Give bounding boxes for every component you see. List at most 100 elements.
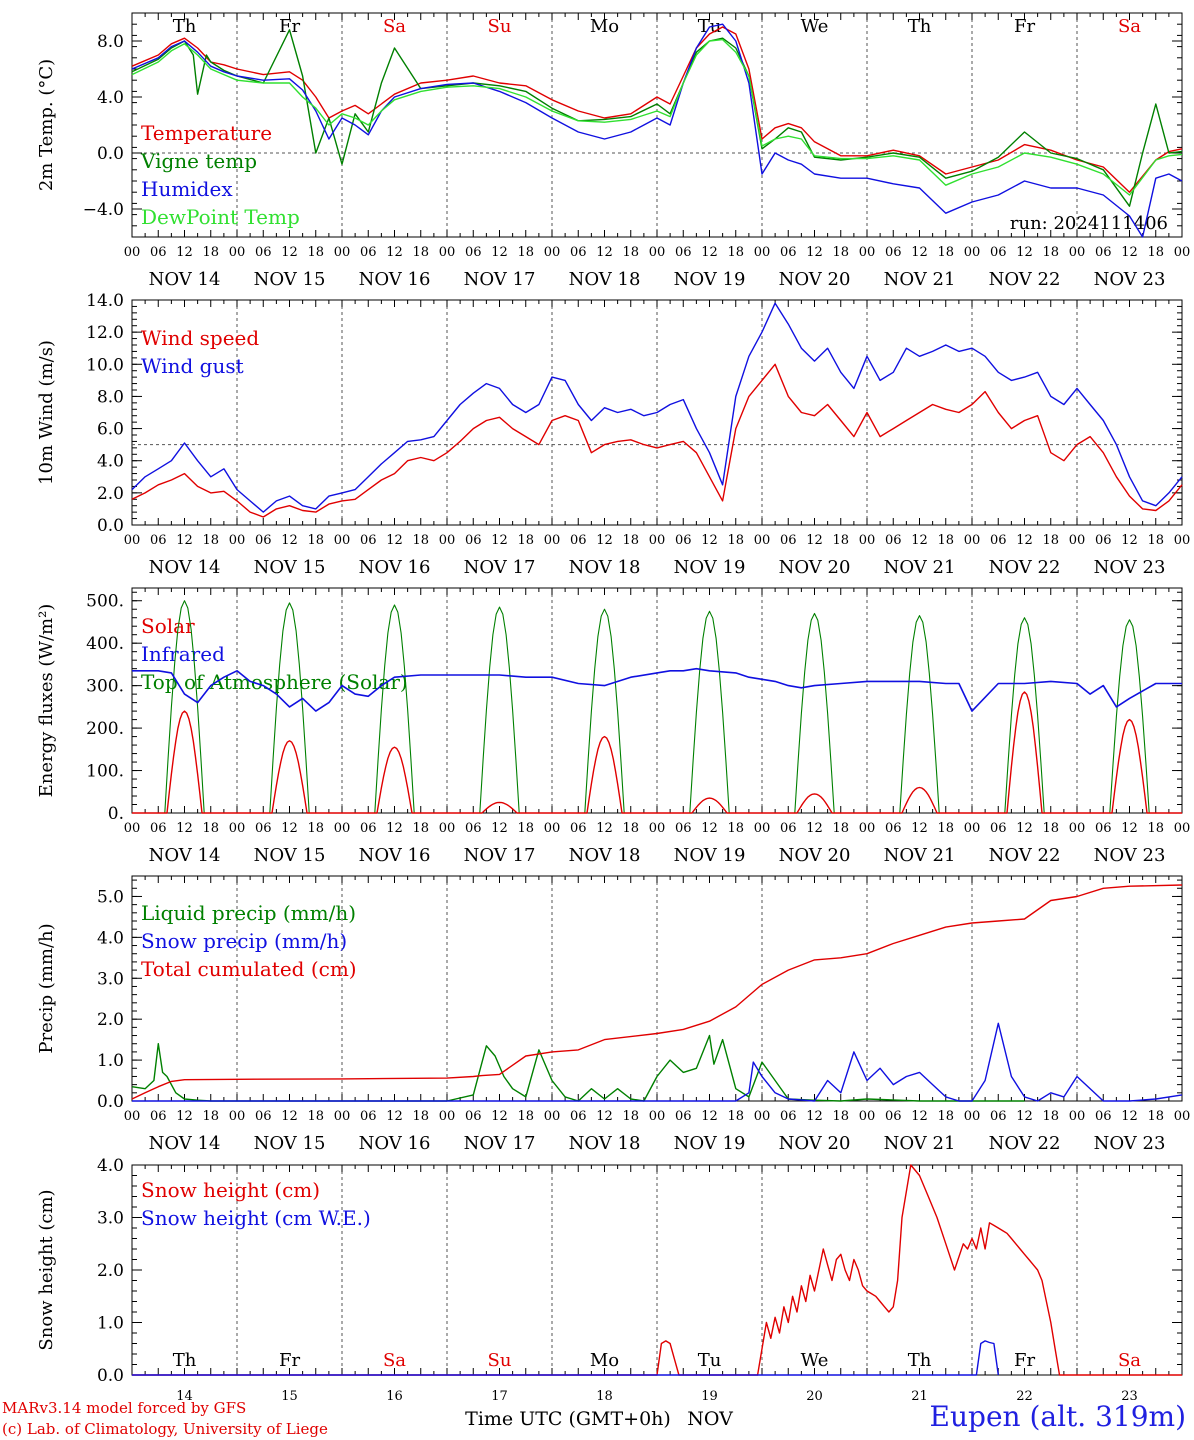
hour-tick-label: 12 [806,821,823,836]
hour-tick-label: 18 [1147,245,1164,260]
hour-tick-label: 06 [150,1109,167,1124]
y-tick-label: 4.0 [97,1156,124,1176]
date-label: NOV 14 [149,269,221,290]
hour-tick-label: 00 [334,533,351,548]
hour-tick-label: 00 [1174,1109,1191,1124]
date-label: NOV 16 [359,269,431,290]
series-line-1 [132,1164,1182,1376]
legend-entry: Snow height (cm W.E.) [141,1206,371,1230]
hour-tick-label: 18 [202,1109,219,1124]
series-line-1 [131,1034,1025,1102]
legend-entry: Snow height (cm) [141,1178,320,1202]
date-label: NOV 20 [779,269,851,290]
y-tick-label: 8.0 [97,32,124,52]
date-label: NOV 17 [464,845,536,866]
weekday-label: Th [908,1350,932,1371]
y-tick-label: 5.0 [97,887,124,907]
y-tick-label: 2.0 [97,1010,124,1030]
hour-tick-label: 06 [1095,533,1112,548]
hour-tick-label: 00 [124,1109,141,1124]
hour-tick-label: 00 [859,821,876,836]
hour-tick-label: 00 [649,1109,666,1124]
hour-tick-label: 12 [1121,245,1138,260]
plot-frame [131,587,1183,814]
hour-tick-label: 06 [150,533,167,548]
day-number-label: 14 [176,1389,193,1404]
hour-tick-label: 12 [386,821,403,836]
weekday-label: Th [173,1350,197,1371]
date-label: NOV 14 [149,845,221,866]
hour-tick-label: 06 [570,821,587,836]
date-label: NOV 17 [464,269,536,290]
date-label: NOV 18 [569,557,641,578]
hour-tick-label: 12 [1016,1109,1033,1124]
hour-tick-label: 06 [465,245,482,260]
hour-tick-label: 18 [412,245,429,260]
date-label: NOV 19 [674,557,746,578]
hour-tick-label: 18 [937,245,954,260]
y-tick-label: 0.0 [97,1366,124,1386]
date-label: NOV 22 [989,557,1061,578]
hour-tick-label: 18 [517,1109,534,1124]
legend-entry: Vigne temp [140,149,257,173]
hour-tick-label: 00 [1069,533,1086,548]
y-tick-label: 2.0 [97,484,124,504]
hour-tick-label: 00 [334,245,351,260]
date-label: NOV 20 [779,1133,851,1154]
y-tick-label: 1.0 [97,1314,124,1334]
y-axis-title: Precip (mm/h) [36,923,57,1053]
hour-tick-label: 12 [806,1109,823,1124]
hour-tick-label: 12 [281,821,298,836]
hour-tick-label: 12 [911,533,928,548]
weekday-label: Fr [1014,1350,1035,1371]
y-tick-label: 12.0 [86,323,124,343]
hour-tick-label: 00 [124,821,141,836]
hour-tick-label: 06 [255,821,272,836]
hour-tick-label: 00 [1069,821,1086,836]
weekday-label: Sa [383,16,406,37]
run-label: run: 2024111406 [1010,213,1168,234]
hour-tick-label: 06 [885,533,902,548]
weekday-label: Th [908,16,932,37]
series-line-2 [132,1022,1183,1102]
hour-tick-label: 06 [150,821,167,836]
hour-tick-label: 06 [1095,821,1112,836]
legend-entry: DewPoint Temp [141,205,300,229]
weekday-label: Mo [590,1350,619,1371]
hour-tick-label: 06 [885,1109,902,1124]
date-label: NOV 19 [674,269,746,290]
hour-tick-label: 06 [780,821,797,836]
hour-tick-label: 00 [964,533,981,548]
hour-tick-label: 06 [465,533,482,548]
hour-tick-label: 18 [307,245,324,260]
hour-tick-label: 00 [859,245,876,260]
hour-tick-label: 06 [360,1109,377,1124]
legend-entry: Solar [141,614,195,638]
date-label: NOV 14 [149,557,221,578]
date-label: NOV 21 [884,845,956,866]
hour-tick-label: 12 [806,533,823,548]
hour-tick-label: 00 [439,1109,456,1124]
hour-tick-label: 06 [570,1109,587,1124]
y-tick-label: 200. [86,719,124,739]
hour-tick-label: 00 [334,821,351,836]
hour-tick-label: 00 [544,245,561,260]
hour-tick-label: 06 [780,533,797,548]
credit-line-lab: (c) Lab. of Climatology, University of L… [2,1420,328,1438]
date-label: NOV 21 [884,269,956,290]
hour-tick-label: 18 [832,245,849,260]
legend-entry: Temperature [141,121,272,145]
hour-tick-label: 00 [1174,245,1191,260]
infrared-line [132,667,1182,712]
hour-tick-label: 18 [412,533,429,548]
x-axis-title: Time UTC (GMT+0h) [465,1408,671,1430]
y-tick-label: 1.0 [97,1051,124,1071]
hour-tick-label: 00 [649,821,666,836]
hour-tick-label: 12 [1121,821,1138,836]
date-label: NOV 15 [254,557,326,578]
hour-tick-label: 18 [937,1109,954,1124]
y-axis-title: 10m Wind (m/s) [36,340,57,485]
weekday-label: Tu [698,1350,722,1371]
date-label: NOV 16 [359,845,431,866]
